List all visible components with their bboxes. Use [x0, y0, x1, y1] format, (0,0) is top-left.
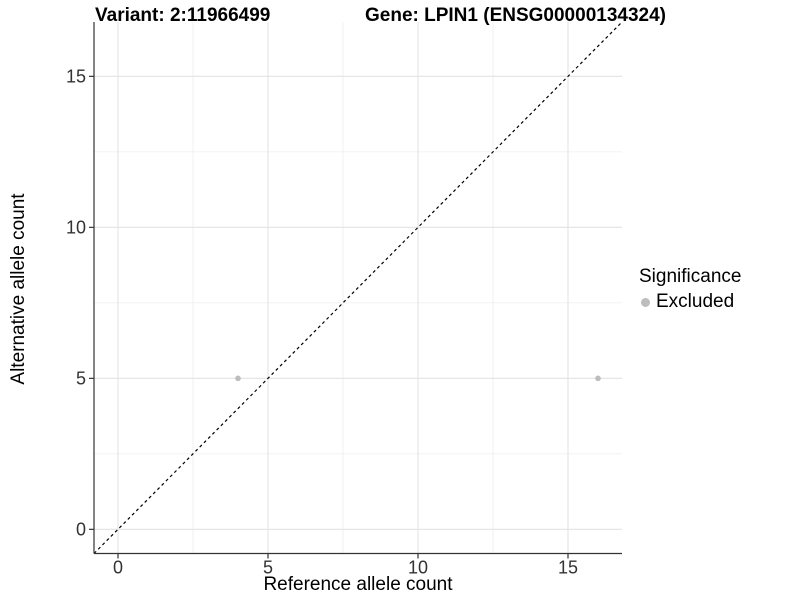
- legend-item-label: Excluded: [656, 291, 735, 312]
- x-axis-label: Reference allele count: [263, 574, 453, 595]
- x-tick-label: 15: [558, 558, 578, 578]
- y-tick-label: 5: [76, 368, 86, 388]
- y-tick-label: 15: [66, 66, 86, 86]
- legend: Significance Excluded: [637, 266, 741, 313]
- identity-line: [93, 21, 623, 554]
- x-tick-label: 10: [408, 558, 428, 578]
- legend-key-dot-icon: [641, 297, 650, 307]
- plot-title-gene: Gene: LPIN1 (ENSG00000134324): [365, 5, 666, 26]
- legend-items: Excluded: [637, 291, 741, 313]
- x-tick-label: 5: [263, 558, 273, 578]
- y-tick-label: 10: [66, 217, 86, 237]
- legend-title: Significance: [639, 266, 742, 287]
- plot-title-variant: Variant: 2:11966499: [95, 5, 271, 26]
- legend-item: Excluded: [637, 291, 741, 313]
- data-point: [595, 375, 601, 382]
- x-tick-label: 0: [113, 558, 123, 578]
- data-point: [235, 375, 241, 382]
- y-tick-label: 0: [76, 519, 86, 539]
- y-axis-label: Alternative allele count: [8, 193, 29, 385]
